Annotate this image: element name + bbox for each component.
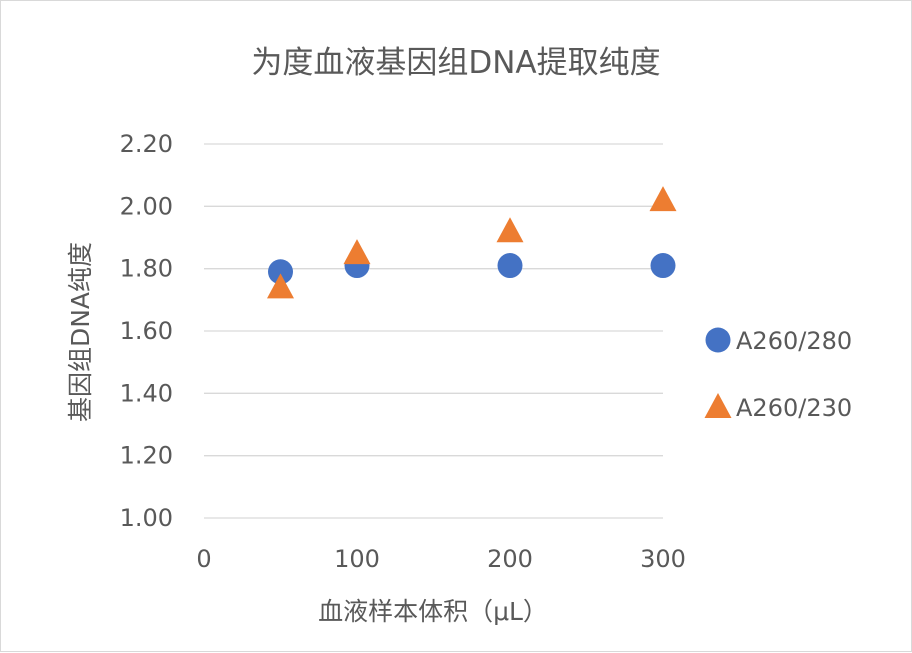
x-tick-label: 100 [334,545,380,573]
x-tick-label: 300 [640,545,686,573]
x-tick-label: 0 [196,545,211,573]
a260-230-point [267,273,294,299]
y-tick-label: 1.40 [120,379,173,407]
x-axis-ticks: 0 100 200 300 [196,545,686,573]
legend-label: A260/280 [736,327,852,355]
legend: A260/280 A260/230 [704,327,852,422]
x-axis-label: 血液样本体积（μL） [318,597,548,626]
a260-230-point [496,217,524,243]
y-tick-label: 1.80 [120,255,173,283]
legend-circle-marker [705,327,731,353]
y-axis-ticks: 1.00 1.20 1.40 1.60 1.80 2.00 2.20 [120,130,173,532]
legend-triangle-marker [704,393,732,418]
chart-title: 为度血液基因组DNA提取纯度 [251,45,660,81]
y-tick-label: 2.00 [120,192,173,220]
data-points [267,186,677,299]
a260-280-point [650,253,676,279]
gridlines [204,143,663,519]
y-tick-label: 1.00 [120,504,173,532]
a260-280-point [497,253,523,279]
legend-label: A260/230 [736,394,852,422]
y-axis-label: 基因组DNA纯度 [66,242,95,422]
a260-230-point [343,239,371,265]
y-tick-label: 1.60 [120,317,173,345]
a260-280-point [268,259,293,285]
a260-230-point [649,186,677,212]
y-tick-label: 2.20 [120,130,173,158]
x-tick-label: 200 [487,545,533,573]
y-tick-label: 1.20 [120,442,173,470]
